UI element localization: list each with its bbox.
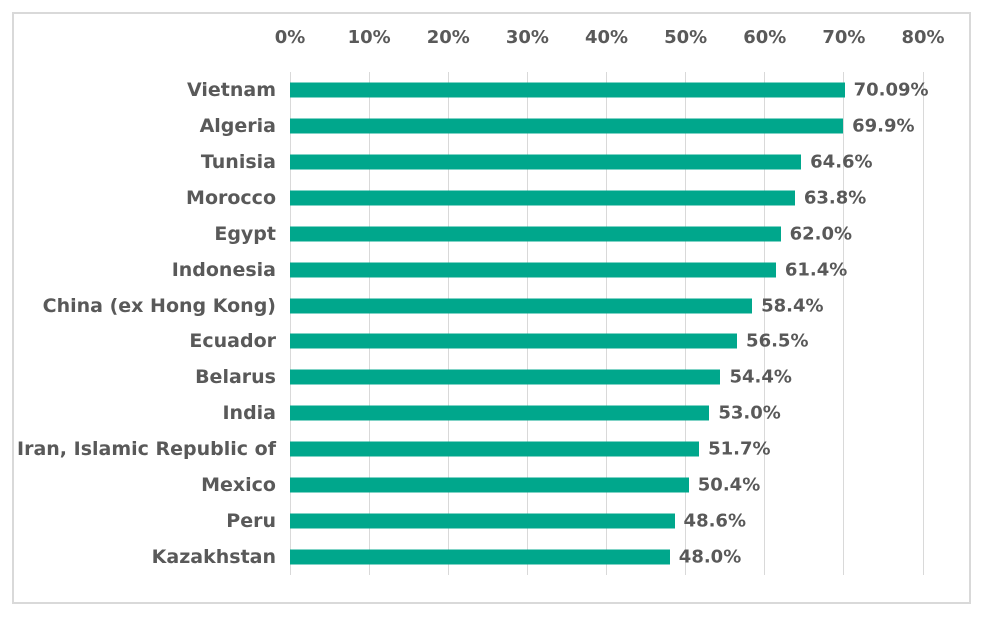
value-label: 64.6% (810, 151, 873, 173)
bar (290, 298, 753, 314)
bar (290, 405, 710, 421)
bar-row: Algeria 69.9% (0, 108, 986, 144)
value-label: 48.6% (683, 510, 746, 532)
category-label: Egypt (214, 222, 276, 245)
x-axis-tick-label: 0% (274, 27, 306, 48)
bar-row: Mexico 50.4% (0, 467, 986, 503)
x-axis: 0% 10% 20% 30% 40% 50% 60% 70% 80% (0, 27, 986, 51)
gridline (606, 72, 607, 575)
bar (290, 154, 802, 170)
bar-row: Tunisia 64.6% (0, 144, 986, 180)
value-label: 56.5% (746, 330, 809, 352)
bar (290, 477, 689, 493)
gridline (526, 72, 528, 575)
gridline (843, 72, 845, 575)
bar-row: Ecuador 56.5% (0, 324, 986, 360)
x-axis-tick-label: 80% (901, 27, 945, 48)
bar-row: Iran, Islamic Republic of 51.7% (0, 431, 986, 467)
x-axis-tick-label: 70% (822, 27, 866, 48)
bar-row: Belarus 54.4% (0, 359, 986, 395)
x-axis-tick-label: 50% (664, 27, 708, 48)
value-label: 62.0% (789, 223, 853, 245)
value-label: 51.7% (708, 438, 771, 460)
gridline (368, 72, 370, 575)
category-label: India (222, 402, 276, 425)
bar (290, 190, 795, 206)
value-label: 63.8% (803, 187, 867, 209)
value-label: 53.0% (718, 402, 781, 424)
bar-row: Indonesia 61.4% (0, 252, 986, 288)
bar-row: Egypt 62.0% (0, 216, 986, 252)
gridline (764, 72, 766, 575)
category-label: Mexico (201, 474, 276, 497)
category-label: Tunisia (200, 150, 276, 173)
category-label: Ecuador (189, 330, 276, 353)
category-label: Indonesia (171, 258, 276, 281)
value-label: 70.09% (853, 79, 929, 101)
bar-row: Vietnam 70.09% (0, 72, 986, 108)
bar (290, 262, 776, 278)
bar (290, 226, 781, 242)
value-label: 48.0% (678, 546, 742, 568)
bar-row: Peru 48.6% (0, 503, 986, 539)
bar-row: India 53.0% (0, 395, 986, 431)
x-axis-tick-label: 10% (347, 27, 391, 48)
gridline (685, 72, 687, 575)
value-label: 69.9% (852, 115, 915, 137)
gridline (922, 72, 924, 575)
category-label: Algeria (199, 114, 276, 137)
x-axis-tick-label: 20% (426, 27, 470, 48)
value-label: 58.4% (761, 295, 824, 317)
category-label: Belarus (195, 366, 276, 389)
x-axis-tick-label: 30% (505, 27, 549, 48)
bar (290, 82, 845, 98)
x-axis-tick-label: 60% (743, 27, 787, 48)
category-label: Vietnam (187, 78, 276, 101)
gridline (447, 72, 449, 575)
x-axis-tick-label: 40% (584, 27, 629, 48)
category-label: Iran, Islamic Republic of (17, 438, 276, 461)
bar-row: China (ex Hong Kong) 58.4% (0, 288, 986, 324)
bar-row: Morocco 63.8% (0, 180, 986, 216)
bar (290, 369, 721, 385)
bar (290, 441, 700, 457)
bar (290, 118, 844, 134)
category-label: Morocco (186, 186, 276, 209)
gridline (289, 72, 291, 575)
bar-row: Kazakhstan 48.0% (0, 539, 986, 575)
bar (290, 513, 675, 529)
value-label: 50.4% (697, 474, 761, 496)
category-label: Kazakhstan (151, 546, 276, 569)
value-label: 61.4% (784, 259, 848, 281)
category-label: China (ex Hong Kong) (42, 294, 276, 317)
value-label: 54.4% (729, 366, 792, 388)
category-label: Peru (226, 510, 276, 533)
bar (290, 333, 738, 349)
bar (290, 549, 670, 565)
